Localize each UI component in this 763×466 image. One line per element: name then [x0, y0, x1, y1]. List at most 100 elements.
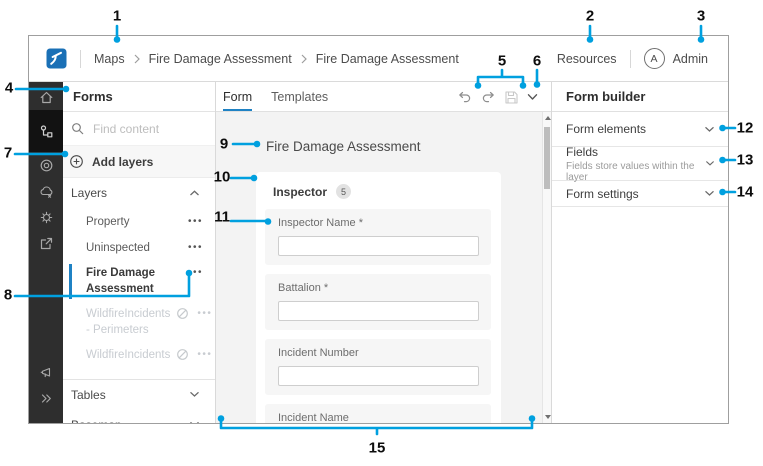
section-form-settings[interactable]: Form settings	[552, 181, 728, 207]
scrollbar-thumb[interactable]	[544, 127, 550, 189]
callout-number-15: 15	[368, 439, 386, 457]
breadcrumb-maps[interactable]: Maps	[94, 51, 125, 66]
layer-name: WildfireIncidents	[86, 349, 171, 362]
layer-list: Property ••• Uninspected ••• Fire Damage…	[63, 210, 215, 369]
field-label: Battalion *	[278, 282, 329, 294]
form-builder-panel: Form builder Form elements Fields Fields…	[551, 82, 728, 423]
field-label: Inspector Name *	[278, 217, 363, 229]
layer-options-button[interactable]: •••	[187, 216, 203, 227]
chevron-up-icon	[190, 189, 199, 195]
form-field-incident-name[interactable]: Incident Name	[265, 404, 491, 423]
layer-item-fire-damage-assessment[interactable]: Fire Damage Assessment •••	[63, 261, 215, 302]
form-canvas: Fire Damage Assessment Inspector 5 Inspe…	[216, 112, 551, 423]
selected-layer-indicator	[69, 264, 72, 300]
group-header[interactable]: Inspector 5	[273, 184, 491, 199]
resources-link[interactable]: Resources	[556, 51, 617, 66]
field-input[interactable]	[278, 236, 479, 256]
undo-icon[interactable]	[458, 91, 472, 103]
not-editable-icon	[177, 308, 189, 319]
section-label: Form settings	[566, 186, 639, 201]
navigation-rail	[29, 82, 63, 423]
form-field-battalion[interactable]: Battalion *	[265, 274, 491, 330]
content-icon[interactable]	[29, 110, 63, 152]
share-icon[interactable]	[29, 230, 63, 256]
scroll-up-arrow-icon[interactable]	[544, 116, 551, 120]
layer-name: WildfireIncidents - Perimeters	[86, 308, 171, 336]
callout-number-7: 7	[3, 144, 13, 162]
add-circle-icon	[70, 155, 83, 168]
group-count-badge: 5	[336, 184, 352, 199]
header-right: Resources A Admin	[557, 48, 708, 69]
section-fields[interactable]: Fields Fields store values within the la…	[552, 144, 728, 183]
field-label: Incident Number	[278, 347, 359, 359]
canvas-scrollbar[interactable]	[542, 112, 551, 423]
layer-name: Fire Damage Assessment	[86, 267, 156, 295]
section-label: Fields	[566, 144, 599, 159]
field-input[interactable]	[278, 366, 479, 386]
callout-number-12: 12	[736, 119, 754, 137]
form-builder-title: Form builder	[552, 82, 728, 112]
search-row	[63, 112, 215, 146]
layers-section-label: Layers	[71, 186, 108, 200]
app-window: Maps Fire Damage Assessment Fire Damage …	[28, 35, 729, 424]
offline-areas-icon[interactable]	[29, 152, 63, 178]
breadcrumb-map-name[interactable]: Fire Damage Assessment	[148, 51, 292, 66]
form-editor-panel: Form Templates Fire Damage Assessment In…	[216, 82, 551, 423]
not-editable-icon	[177, 349, 189, 360]
layer-item-wildfireincidents[interactable]: WildfireIncidents •••	[63, 343, 215, 369]
layer-item-wildfireincidents-perimeters[interactable]: WildfireIncidents - Perimeters •••	[63, 302, 215, 343]
basemap-section-label: Basemap	[71, 418, 122, 423]
form-group-card[interactable]: Inspector 5 Inspector Name * Battalion *	[256, 172, 501, 423]
field-input[interactable]	[278, 301, 479, 321]
search-input[interactable]	[91, 120, 203, 137]
tab-form[interactable]: Form	[223, 82, 253, 111]
layer-name: Uninspected	[86, 241, 150, 254]
layer-item-uninspected[interactable]: Uninspected •••	[63, 236, 215, 262]
chevron-down-icon	[705, 190, 714, 196]
breadcrumb: Maps Fire Damage Assessment Fire Damage …	[94, 52, 459, 66]
expand-rail-icon[interactable]	[29, 385, 63, 411]
chevron-down-icon	[705, 161, 715, 166]
layer-options-button[interactable]: •••	[197, 349, 213, 361]
save-dropdown-chevron-icon[interactable]	[527, 93, 538, 101]
offline-cloud-icon[interactable]	[29, 178, 63, 204]
section-form-elements[interactable]: Form elements	[552, 112, 728, 147]
form-field-incident-number[interactable]: Incident Number	[265, 339, 491, 395]
layer-options-button[interactable]: •••	[187, 241, 203, 253]
form-field-inspector-name[interactable]: Inspector Name *	[265, 209, 491, 265]
layer-item-property[interactable]: Property •••	[63, 210, 215, 236]
breadcrumb-chevron-icon	[134, 54, 140, 63]
announcement-icon[interactable]	[29, 359, 63, 385]
basemap-section-header[interactable]: Basemap	[63, 410, 215, 423]
forms-panel-title: Forms	[63, 82, 215, 112]
home-icon[interactable]	[29, 84, 63, 110]
tables-section-label: Tables	[71, 387, 106, 402]
app-header: Maps Fire Damage Assessment Fire Damage …	[29, 36, 728, 82]
avatar[interactable]: A	[643, 48, 665, 69]
save-icon[interactable]	[504, 90, 518, 104]
forms-panel: Forms Add layers Layers Property •	[63, 82, 216, 423]
chevron-down-icon	[190, 421, 199, 423]
header-divider	[629, 49, 631, 68]
tables-section-header[interactable]: Tables	[63, 380, 215, 410]
callout-number-9: 9	[219, 135, 229, 153]
breadcrumb-chevron-icon	[301, 54, 307, 63]
layers-section-header[interactable]: Layers	[63, 178, 215, 208]
section-label: Form elements	[566, 122, 647, 136]
redo-icon[interactable]	[481, 91, 495, 103]
add-layers-button[interactable]: Add layers	[63, 146, 215, 178]
settings-gear-icon[interactable]	[29, 204, 63, 230]
tab-templates[interactable]: Templates	[271, 89, 329, 104]
scroll-down-arrow-icon[interactable]	[544, 415, 551, 419]
user-menu[interactable]: Admin	[672, 51, 708, 66]
callout-number-10: 10	[213, 168, 231, 186]
layer-options-button[interactable]: •••	[197, 308, 213, 320]
form-title[interactable]: Fire Damage Assessment	[266, 139, 421, 154]
app-logo-icon[interactable]	[46, 48, 67, 69]
header-divider	[80, 49, 81, 68]
layer-options-button[interactable]: •••	[187, 267, 203, 279]
editor-tabbar: Form Templates	[216, 82, 551, 112]
section-subtitle: Fields store values within the layer	[566, 160, 695, 183]
chevron-down-icon	[705, 126, 714, 132]
